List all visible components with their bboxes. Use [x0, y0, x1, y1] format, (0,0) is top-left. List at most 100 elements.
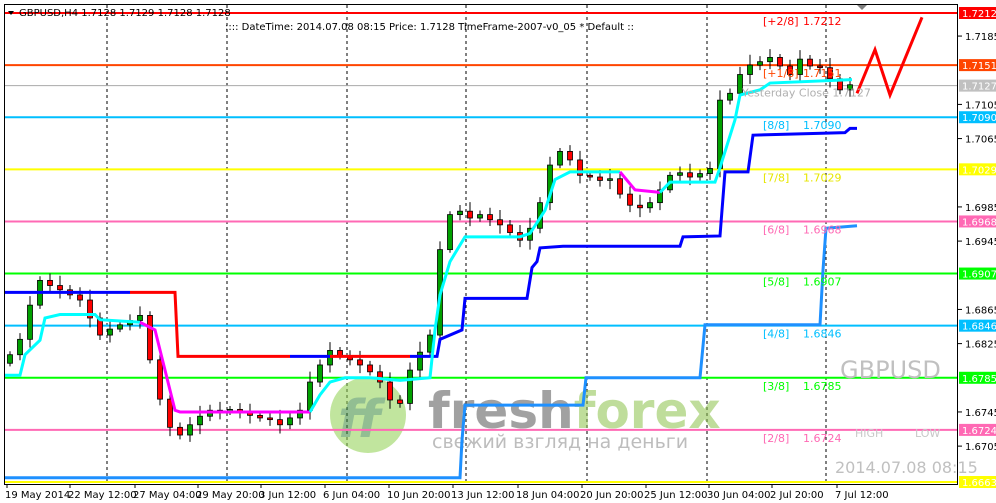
indicator-line — [5, 313, 141, 377]
level-value: 1.7151 — [803, 67, 842, 80]
candle-body — [137, 315, 143, 321]
candle-body — [77, 294, 83, 301]
level-price-tag-text: 1.7029 — [962, 165, 996, 176]
level-price-tag-text: 1.6846 — [962, 322, 996, 333]
y-tick-label: 1.6825 — [965, 340, 996, 351]
candle-body — [787, 65, 793, 75]
watermark-low-label: LOW — [915, 427, 940, 440]
candle-body — [687, 172, 693, 178]
x-tick-label: 20 Jun 20:00 — [580, 490, 644, 501]
level-value: 1.6785 — [803, 380, 842, 393]
candle-body — [497, 219, 503, 226]
candle-body — [447, 214, 453, 251]
candle-body — [377, 371, 383, 383]
level-labels: [+2/8] 1.7212 [+1/8] 1.7151 Yesterday Close … — [741, 15, 871, 445]
chart-shift-triangle-icon[interactable] — [857, 5, 867, 10]
level-label: [3/8] — [763, 380, 789, 393]
y-tick-label: 1.6945 — [965, 237, 996, 248]
candle-body — [117, 324, 123, 330]
candle-body — [627, 193, 633, 206]
symbol-ohlc-line: GBPUSD,H4 1.7128 1.7129 1.7128 1.7128 — [19, 8, 231, 19]
candle-body — [827, 67, 833, 80]
candle-body — [317, 364, 323, 383]
level-price-tag-text: 1.6907 — [962, 270, 996, 281]
candle-body — [177, 426, 183, 436]
y-tick-label: 1.6705 — [965, 442, 996, 453]
level-value: 1.6846 — [803, 328, 842, 341]
x-tick-label: 25 Jun 12:00 — [644, 490, 708, 501]
candle-body — [57, 285, 63, 291]
level-price-tag-text: 1.7127 — [962, 82, 996, 93]
x-tick-label: 27 May 04:00 — [133, 490, 202, 501]
indicator-line — [5, 224, 858, 480]
candle-body — [387, 381, 393, 401]
level-value: 1.7212 — [803, 15, 842, 28]
candle-body — [297, 409, 303, 419]
level-value: 1.6724 — [803, 432, 842, 445]
indicator-info-line: :::: DateTime: 2014.07.08 08:15 Price: 1… — [225, 22, 634, 33]
level-label: [4/8] — [763, 328, 789, 341]
candle-body — [257, 414, 263, 419]
candle-body — [817, 65, 823, 69]
x-tick-label: 19 May 2014 — [5, 490, 70, 501]
y-tick-label: 1.7185 — [965, 32, 996, 43]
candle-body — [197, 415, 203, 426]
freshforex-logo-icon — [330, 377, 406, 453]
candle-body — [587, 174, 593, 178]
level-price-tag — [959, 476, 996, 488]
candle-body — [287, 417, 293, 426]
level-price-tag — [959, 267, 996, 280]
candle-body — [777, 57, 783, 67]
candle-body — [657, 189, 663, 204]
x-tick-label: 10 Jun 20:00 — [387, 490, 451, 501]
candle-body — [607, 178, 613, 181]
candle-body — [677, 172, 683, 176]
candle-body — [577, 159, 583, 176]
indicator-line — [130, 290, 290, 358]
level-price-tag-text: 1.7212 — [962, 9, 996, 20]
level-label: [+1/8] — [763, 67, 799, 80]
level-price-tag-text: 1.7151 — [962, 61, 996, 72]
dropdown-triangle-icon[interactable] — [8, 11, 14, 15]
x-tick-label: 3 Jun 12:00 — [259, 490, 316, 501]
candle-body — [647, 202, 653, 209]
level-price-tag-text: 1.6663 — [962, 478, 996, 489]
murrey-levels — [5, 12, 957, 483]
x-tick-label: 13 Jun 12:00 — [451, 490, 515, 501]
candle-body — [597, 176, 603, 181]
level-price-tag — [959, 215, 996, 228]
candle-body — [7, 354, 13, 364]
x-tick-label: 7 Jul 12:00 — [835, 490, 889, 501]
indicator-line — [308, 170, 620, 413]
candle-body — [17, 338, 23, 356]
indicator-line — [139, 320, 310, 414]
price-axis[interactable]: 1.7212 1.7151 1.7127 1.7090 1.7029 1.6968 1.69… — [957, 5, 996, 489]
level-price-tag — [959, 111, 996, 124]
candle-body — [637, 204, 643, 209]
candle-body — [797, 58, 803, 75]
level-price-tag — [959, 59, 996, 72]
candle-body — [357, 359, 363, 366]
level-label: [6/8] — [763, 223, 789, 236]
x-tick-label: 22 May 12:00 — [68, 490, 137, 501]
x-tick-label: 30 Jun 04:00 — [707, 490, 771, 501]
x-tick-label: 2 Jul 20:00 — [770, 490, 824, 501]
candle-body — [47, 279, 53, 286]
watermark-symbol: GBPUSD — [840, 356, 941, 384]
logo-ff-glyph: ff — [338, 390, 386, 450]
level-price-tag — [959, 319, 996, 332]
candle-body — [397, 399, 403, 404]
level-value: 1.7090 — [803, 119, 842, 132]
candle-body — [617, 178, 623, 195]
level-price-tag — [959, 163, 996, 176]
candle-body — [187, 424, 193, 436]
candle-body — [757, 61, 763, 66]
level-price-tag — [959, 79, 996, 92]
level-price-tag-text: 1.6785 — [962, 374, 996, 385]
level-price-tag — [959, 371, 996, 384]
watermark-slogan: свежий взгляд на деньги — [432, 431, 688, 453]
candle-body — [277, 419, 283, 426]
candle-body — [847, 84, 853, 91]
